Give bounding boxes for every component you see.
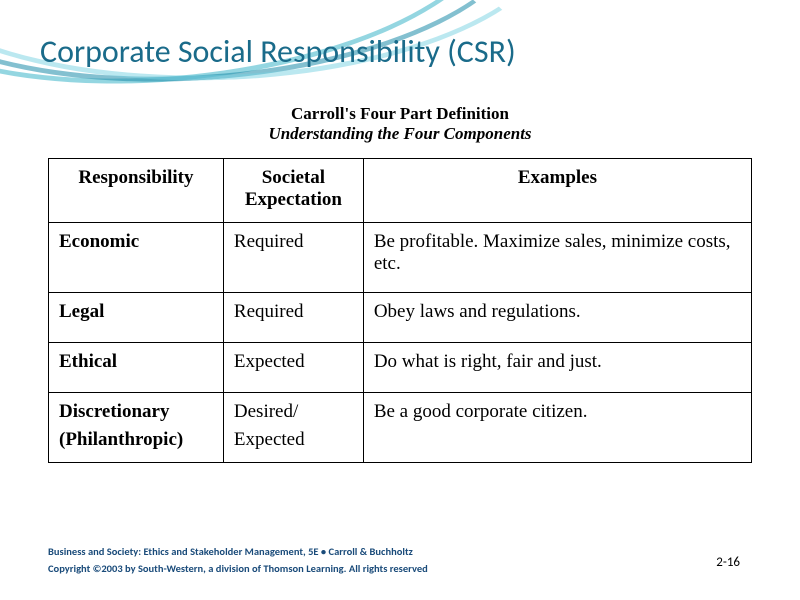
page-number: 2-16 <box>716 555 740 570</box>
cell-examples: Obey laws and regulations. <box>363 293 751 343</box>
table-row: Discretionary (Philanthropic) Desired/ E… <box>49 393 752 463</box>
subtitle-line-1: Carroll's Four Part Definition <box>0 104 800 124</box>
subtitle-block: Carroll's Four Part Definition Understan… <box>0 104 800 144</box>
cell-examples: Do what is right, fair and just. <box>363 343 751 393</box>
col-header-examples: Examples <box>363 159 751 223</box>
col-header-expectation: Societal Expectation <box>223 159 363 223</box>
cell-expectation: Expected <box>223 343 363 393</box>
footer-line-2: Copyright ©2003 by South-Western, a divi… <box>48 561 428 578</box>
expectation-sub: Expected <box>234 429 353 451</box>
cell-examples: Be profitable. Maximize sales, minimize … <box>363 223 751 293</box>
cell-expectation: Required <box>223 293 363 343</box>
responsibility-main: Discretionary <box>59 401 169 422</box>
table-row: Ethical Expected Do what is right, fair … <box>49 343 752 393</box>
cell-expectation: Desired/ Expected <box>223 393 363 463</box>
col-header-responsibility: Responsibility <box>49 159 224 223</box>
cell-responsibility: Legal <box>49 293 224 343</box>
cell-responsibility: Ethical <box>49 343 224 393</box>
responsibility-sub: (Philanthropic) <box>59 429 213 451</box>
expectation-main: Desired/ <box>234 401 298 422</box>
cell-expectation: Required <box>223 223 363 293</box>
cell-responsibility: Economic <box>49 223 224 293</box>
cell-responsibility: Discretionary (Philanthropic) <box>49 393 224 463</box>
slide-title: Corporate Social Responsibility (CSR) <box>40 32 516 71</box>
table-header-row: Responsibility Societal Expectation Exam… <box>49 159 752 223</box>
table-row: Legal Required Obey laws and regulations… <box>49 293 752 343</box>
table-row: Economic Required Be profitable. Maximiz… <box>49 223 752 293</box>
subtitle-line-2: Understanding the Four Components <box>0 124 800 144</box>
cell-examples: Be a good corporate citizen. <box>363 393 751 463</box>
footer-line-1: Business and Society: Ethics and Stakeho… <box>48 544 428 561</box>
csr-table: Responsibility Societal Expectation Exam… <box>48 158 752 463</box>
footer-block: Business and Society: Ethics and Stakeho… <box>48 544 428 578</box>
